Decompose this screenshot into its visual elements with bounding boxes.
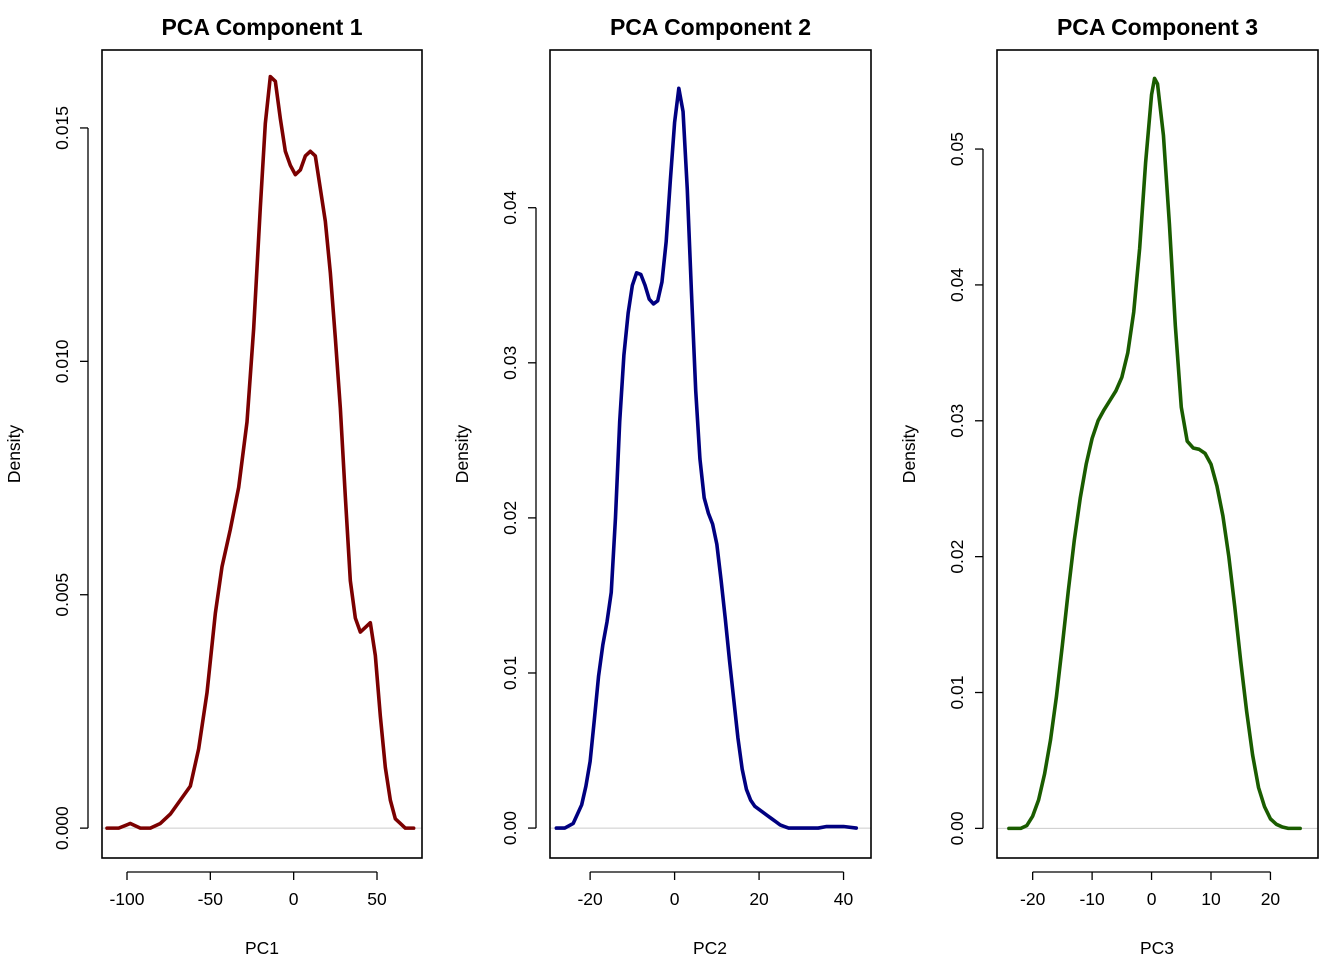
- x-axis-label: PC2: [693, 938, 727, 958]
- y-tick-label: 0.01: [947, 675, 967, 709]
- y-tick-label: 0.000: [52, 806, 72, 850]
- y-tick-label: 0.00: [500, 811, 520, 845]
- plot-frame: [549, 49, 872, 859]
- chart-panel-1: -100 -50 0 50 0.000 0.005 0.010 0.015 PCA Compon…: [4, 14, 423, 958]
- y-tick-label: 0.01: [500, 656, 520, 690]
- plot-frame: [996, 49, 1319, 859]
- chart-panel-3: -20 -10 0 10 20 0.00 0.01 0.02 0.03 0.04 0.05 PCA C…: [899, 14, 1319, 958]
- y-tick-label: 0.005: [52, 573, 72, 617]
- chart-panel-2: -20 0 20 40 0.00 0.01 0.02 0.03 0.04 PCA Componen…: [452, 14, 872, 958]
- x-tick-label: -10: [1079, 889, 1105, 909]
- x-tick-label: 0: [670, 889, 680, 909]
- x-tick-label: 0: [1147, 889, 1157, 909]
- y-tick-label: 0.05: [947, 132, 967, 166]
- x-tick-label: -20: [577, 889, 603, 909]
- x-tick-label: -100: [109, 889, 144, 909]
- y-tick-label: 0.00: [947, 811, 967, 845]
- y-tick-label: 0.02: [500, 501, 520, 535]
- chart-title: PCA Component 3: [1057, 14, 1258, 40]
- density-curve: [554, 86, 859, 830]
- y-axis-label: Density: [899, 425, 919, 484]
- chart-title: PCA Component 2: [610, 14, 811, 40]
- x-tick-label: 40: [834, 889, 854, 909]
- y-axis-label: Density: [452, 425, 472, 484]
- x-axis-label: PC3: [1140, 938, 1174, 958]
- x-tick-label: -20: [1020, 889, 1046, 909]
- density-curve: [1007, 76, 1302, 831]
- y-tick-label: 0.010: [52, 339, 72, 383]
- y-tick-label: 0.03: [500, 346, 520, 380]
- y-axis-label: Density: [4, 425, 24, 484]
- x-tick-label: 20: [1261, 889, 1281, 909]
- y-tick-label: 0.02: [947, 540, 967, 574]
- y-tick-label: 0.04: [500, 190, 520, 224]
- y-tick-label: 0.03: [947, 404, 967, 438]
- x-tick-label: 50: [367, 889, 387, 909]
- x-tick-label: 0: [289, 889, 299, 909]
- x-tick-label: 20: [749, 889, 769, 909]
- plot-frame: [101, 49, 423, 859]
- x-axis-label: PC1: [245, 938, 279, 958]
- x-tick-label: 10: [1201, 889, 1221, 909]
- x-tick-label: -50: [198, 889, 224, 909]
- y-tick-label: 0.04: [947, 268, 967, 302]
- chart-title: PCA Component 1: [161, 14, 362, 40]
- y-tick-label: 0.015: [52, 106, 72, 150]
- density-curve: [105, 74, 416, 830]
